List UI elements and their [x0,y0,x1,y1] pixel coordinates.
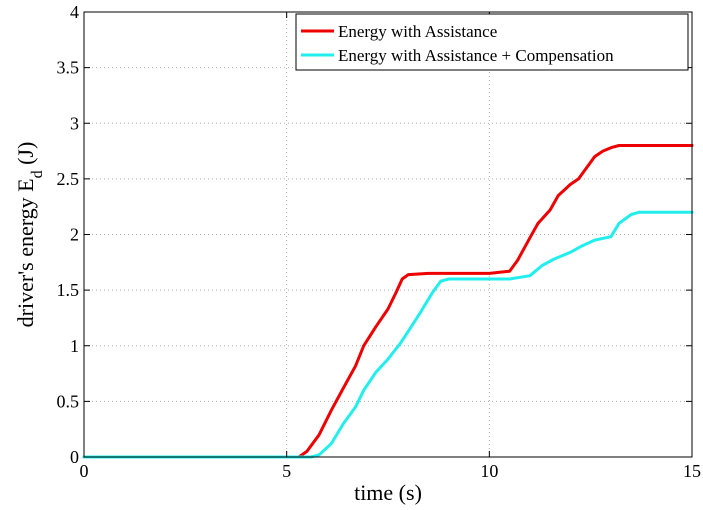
x-tick-label: 10 [480,461,498,481]
y-tick-label: 4 [70,2,79,22]
x-tick-label: 0 [80,461,89,481]
legend-box [295,13,689,71]
y-tick-label: 0.5 [57,391,80,411]
y-tick-label: 3 [70,113,79,133]
x-axis-title: time (s) [354,480,422,505]
axis-ticks: 0 5 10 15 0 0.5 1 1.5 2 2.5 3 3.5 4 [57,2,702,481]
y-tick-label: 3.5 [57,58,80,78]
legend-label-energy-with-assistance: Energy with Assistance [338,22,497,41]
y-tick-label: 2.5 [57,169,80,189]
series-line-energy-with-assistance [82,144,694,459]
y-tick-label: 0 [70,447,79,467]
y-axis-title: driver's energy Ed (J) [13,142,46,328]
y-tick-label: 2 [70,225,79,245]
legend-label-energy-with-compensation: Energy with Assistance + Compensation [338,46,614,65]
y-tick-label: 1.5 [57,280,80,300]
x-tick-label: 5 [282,461,291,481]
series-layer [82,144,694,459]
x-tick-label: 15 [683,461,701,481]
y-axis-title-subscript: d [29,170,46,178]
series-line-energy-with-compensation [82,210,694,459]
legend: Energy with Assistance Energy with Assis… [295,13,689,71]
y-axis-title-unit: (J) [13,142,38,171]
y-tick-label: 1 [70,336,79,356]
y-axis-title-main: driver's energy E [13,178,38,327]
